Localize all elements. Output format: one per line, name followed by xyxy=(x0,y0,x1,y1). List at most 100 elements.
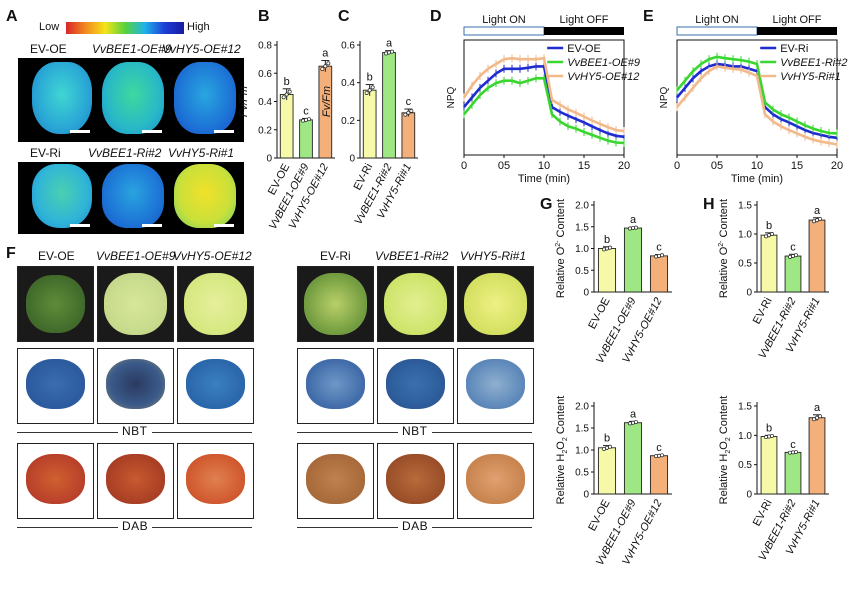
light-on-label-D: Light ON xyxy=(482,14,525,26)
data-point-B-0 xyxy=(287,89,292,94)
panel-letter-e: E xyxy=(643,8,654,25)
y-tick-label-B: 0.4 xyxy=(258,97,272,108)
nbt-leaf-bee1-oe xyxy=(97,348,174,424)
nbt-leaf-hy5-ri xyxy=(457,348,534,424)
x-tick-label-E: 05 xyxy=(711,160,723,172)
x-tick-label-E: 10 xyxy=(751,160,763,172)
panel-letter-a: A xyxy=(6,8,18,25)
f-label-hy5-oe12: VvHY5-OE#12 xyxy=(173,249,252,263)
data-point-G-bottom-1 xyxy=(634,420,638,425)
bar-C-0 xyxy=(362,89,377,159)
y-tick-label-C: 0.2 xyxy=(341,116,355,127)
bar-C-1 xyxy=(382,52,396,159)
dab-leaf-ev-oe xyxy=(17,443,94,519)
data-point-H-top-0 xyxy=(770,232,774,236)
dab-leaf-ev-ri xyxy=(297,443,374,519)
y-tick-label-G-top: 0.5 xyxy=(575,266,589,277)
bar-H-top-2 xyxy=(808,219,826,293)
leaf-photo-hy5-ri xyxy=(457,266,534,342)
x-axis-label-E: Time (min) xyxy=(731,173,783,185)
significance-letter-H-bottom-2: a xyxy=(814,402,821,414)
fluorescence-images-ri xyxy=(18,162,244,234)
significance-letter-G-top-2: c xyxy=(656,242,662,254)
scale-bar xyxy=(214,224,234,227)
leaf-ev-ri-fluor xyxy=(32,164,92,228)
y-axis-label-H-top: Relative O2- Content xyxy=(718,199,730,298)
panel-letter-b: B xyxy=(258,8,270,25)
panel-letter-d: D xyxy=(430,8,442,25)
legend-label-D-1: VvBEE1-OE#9 xyxy=(567,57,640,69)
y-axis-label-E: NPQ xyxy=(659,86,670,108)
dab-leaf-hy5-ri xyxy=(457,443,534,519)
bar-G-top-1 xyxy=(623,227,643,293)
colorbar-low-label: Low xyxy=(39,21,60,33)
bar-B-1 xyxy=(299,119,313,159)
leaf-photo-ev-ri xyxy=(297,266,374,342)
bar-H-top-0 xyxy=(760,234,778,293)
light-on-bar-D xyxy=(463,26,545,36)
significance-letter-H-bottom-1: c xyxy=(790,439,796,451)
significance-letter-C-0: b xyxy=(367,72,373,84)
fluorescence-images-oe xyxy=(18,58,244,142)
x-axis-label-D: Time (min) xyxy=(518,173,570,185)
colorbar xyxy=(66,22,184,34)
dab-caption-ri: DAB xyxy=(398,519,433,533)
leaf-hy5-ri-fluor xyxy=(174,164,236,228)
bar-H-bottom-0 xyxy=(760,436,778,495)
data-point-G-top-0 xyxy=(608,245,612,250)
significance-letter-B-2: a xyxy=(322,48,329,60)
data-point-G-bottom-0 xyxy=(608,444,612,449)
x-tick-label-G-top-0: EV-OE xyxy=(586,296,612,331)
x-tick-label-D: 0 xyxy=(461,160,467,172)
data-point-C-2 xyxy=(409,108,414,113)
data-point-H-bottom-2 xyxy=(812,417,816,422)
data-point-B-0 xyxy=(284,92,289,97)
light-off-label-D: Light OFF xyxy=(560,14,609,26)
y-tick-label-G-bottom: 1.0 xyxy=(575,446,589,457)
bar-H-top-1 xyxy=(784,255,802,293)
y-tick-label-G-bottom: 0 xyxy=(583,490,589,501)
data-point-C-0 xyxy=(367,88,372,93)
y-tick-label-B: 0.2 xyxy=(258,125,272,136)
leaf-bee1-oe-fluor xyxy=(102,62,164,134)
f-label-ev-ri: EV-Ri xyxy=(320,249,351,263)
bar-G-bottom-2 xyxy=(649,455,669,495)
x-tick-label-G-bottom-0: EV-OE xyxy=(586,498,612,533)
bar-B-0 xyxy=(279,93,294,159)
scale-bar xyxy=(70,130,90,133)
panel-letter-c: C xyxy=(338,8,350,25)
panel-letter-g: G xyxy=(540,196,553,213)
leaf-photo-bee1-oe xyxy=(97,266,174,342)
data-point-G-top-2 xyxy=(660,253,664,258)
colorbar-high-label: High xyxy=(187,21,210,33)
data-point-B-0 xyxy=(281,95,286,100)
y-tick-label-H-top: 1.5 xyxy=(738,201,752,212)
bar-G-top-2 xyxy=(649,255,669,293)
y-tick-label-G-bottom: 2.0 xyxy=(575,402,589,413)
significance-letter-C-1: a xyxy=(386,38,393,50)
legend-label-E-0: EV-Ri xyxy=(780,43,808,55)
leaf-photo-bee1-ri xyxy=(377,266,454,342)
light-off-bar-E xyxy=(757,27,837,35)
scale-bar xyxy=(214,130,234,133)
significance-letter-H-bottom-0: b xyxy=(766,422,772,434)
bar-H-bottom-1 xyxy=(784,451,802,495)
label-bee1-ri2: VvBEE1-Ri#2 xyxy=(88,146,162,160)
f-label-hy5-ri1: VvHY5-Ri#1 xyxy=(460,249,527,263)
dab-leaf-bee1-ri xyxy=(377,443,454,519)
y-tick-label-G-top: 1.5 xyxy=(575,222,589,233)
significance-letter-H-top-1: c xyxy=(790,241,796,253)
y-axis-label-G-bottom: Relative H2O2 Content xyxy=(555,396,569,505)
significance-letter-B-0: b xyxy=(284,76,290,88)
y-tick-label-B: 0.8 xyxy=(258,41,272,52)
leaf-bee1-ri-fluor xyxy=(102,164,164,228)
label-hy5-oe12: VvHY5-OE#12 xyxy=(162,42,241,56)
light-on-label-E: Light ON xyxy=(695,14,738,26)
label-ev-ri: EV-Ri xyxy=(30,146,61,160)
data-point-C-0 xyxy=(370,85,375,90)
y-axis-label-B: Fv/Fm xyxy=(238,86,250,117)
data-point-G-top-1 xyxy=(634,225,638,230)
label-ev-oe: EV-OE xyxy=(30,42,67,56)
data-point-H-bottom-1 xyxy=(794,450,798,455)
